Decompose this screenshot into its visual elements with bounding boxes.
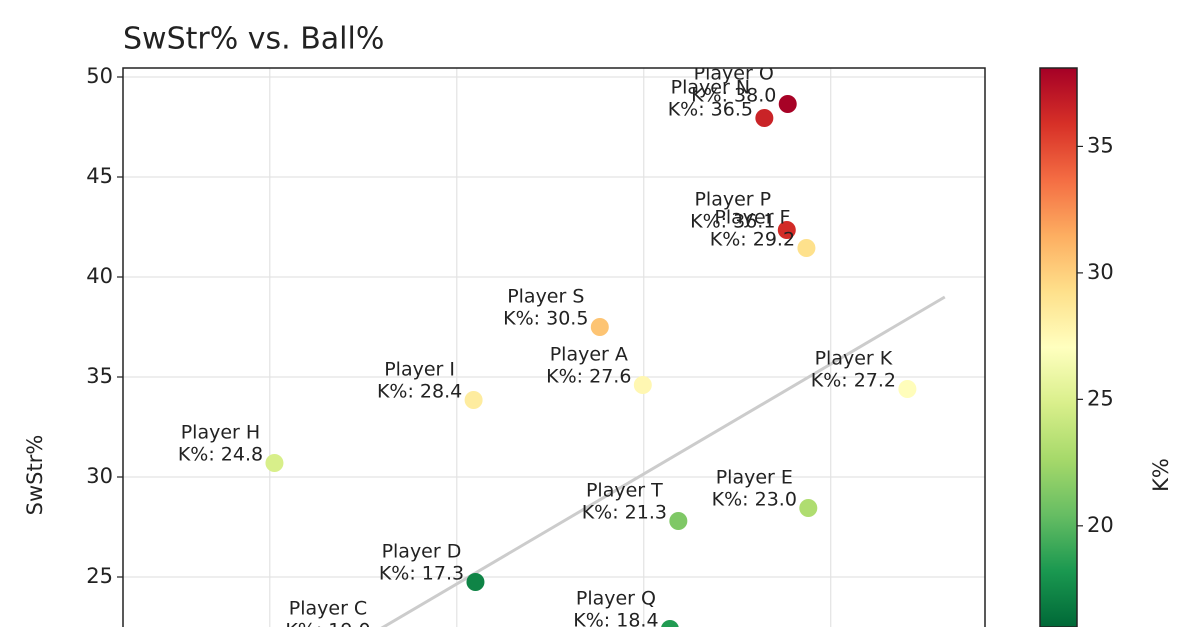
- point-value-label: K%: 29.2: [710, 229, 795, 251]
- point: [265, 454, 284, 472]
- point-name: Player T: [586, 480, 663, 502]
- point-value-label: K%: 27.6: [546, 366, 631, 388]
- point: [778, 95, 797, 113]
- colorbar-label: K%: [1149, 458, 1173, 492]
- point-name: Player K: [815, 348, 893, 370]
- point-value-label: K%: 36.1: [690, 211, 775, 233]
- point-name: Player D: [382, 541, 462, 563]
- point: [661, 620, 679, 627]
- point-value-label: K%: 19.0: [285, 620, 370, 627]
- y-tick-label: 40: [86, 264, 113, 288]
- point: [777, 221, 796, 239]
- point-value-label: K%: 17.3: [379, 563, 464, 585]
- point-name: Player I: [384, 359, 455, 381]
- y-axis-label: SwStr%: [23, 435, 47, 516]
- point: [799, 499, 818, 517]
- y-tick-label: 35: [86, 364, 113, 388]
- point-value-label: K%: 27.2: [811, 370, 896, 392]
- point-name: Player E: [716, 467, 793, 489]
- point-name: Player A: [550, 344, 628, 366]
- overlay: 25 30 35 40 45 50 20 25 30 35: [86, 64, 1114, 627]
- point-value-label: K%: 24.8: [178, 444, 263, 466]
- point-name: Player F: [714, 207, 790, 229]
- point-name: Player O: [694, 63, 774, 85]
- point: [898, 380, 917, 398]
- point-name: Player S: [507, 286, 584, 308]
- point-value-label: K%: 36.5: [668, 99, 753, 121]
- point-name: Player Q: [576, 588, 656, 610]
- point-name: Player H: [181, 422, 260, 444]
- colorbar-tick-label: 25: [1087, 386, 1114, 410]
- point: [755, 109, 774, 127]
- chart-title: SwStr% vs. Ball%: [123, 22, 384, 57]
- point-value-label: K%: 18.4: [573, 610, 658, 627]
- point-value-label: K%: 21.3: [582, 502, 667, 524]
- y-tick-label: 30: [86, 464, 113, 488]
- point-name: Player P: [694, 189, 771, 211]
- point-value-label: K%: 23.0: [712, 489, 797, 511]
- y-tick-label: 45: [86, 164, 113, 188]
- y-tick-label: 50: [86, 64, 113, 88]
- point: [466, 573, 485, 591]
- point: [464, 391, 483, 409]
- y-tick-label: 25: [86, 564, 113, 588]
- colorbar-tick-label: 20: [1087, 513, 1114, 537]
- point-value-label: K%: 38.0: [691, 85, 776, 107]
- point: [797, 239, 816, 257]
- point-name: Player N: [671, 77, 750, 99]
- plot-frame: [122, 67, 986, 627]
- point-value-label: K%: 30.5: [503, 308, 588, 330]
- point-name: Player C: [289, 598, 367, 620]
- colorbar-tick-label: 35: [1087, 133, 1114, 157]
- colorbar: [1039, 67, 1078, 627]
- point: [590, 318, 609, 336]
- point: [669, 512, 688, 530]
- point-value-label: K%: 28.4: [377, 381, 462, 403]
- point: [633, 376, 652, 394]
- colorbar-tick-label: 30: [1087, 260, 1114, 284]
